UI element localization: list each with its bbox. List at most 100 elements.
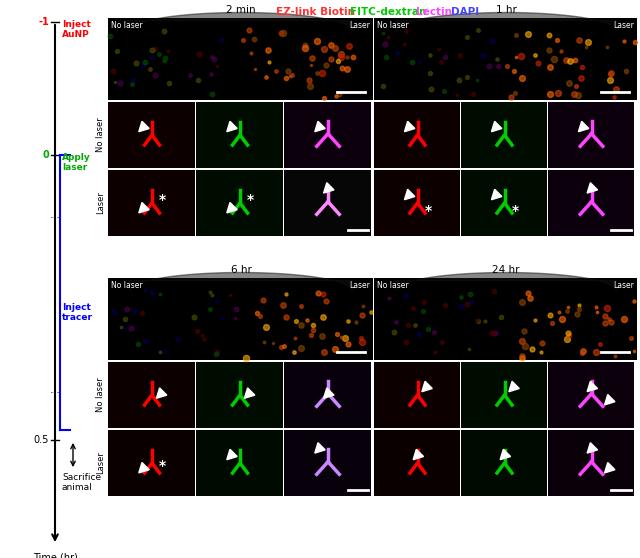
Point [357,311,367,320]
Polygon shape [605,463,615,473]
Point [229,314,239,323]
Point [465,290,475,299]
Point [604,70,614,79]
Point [472,26,483,35]
Point [511,31,521,40]
Point [440,300,450,309]
Point [161,54,171,63]
Point [159,27,169,36]
Point [502,61,513,70]
Bar [374,430,460,496]
Point [163,46,173,55]
Point [366,307,376,316]
Point [150,70,160,79]
Point [300,44,310,52]
Point [217,314,227,323]
Bar [461,430,547,496]
Point [147,46,157,55]
Point [413,329,424,338]
Point [205,305,215,314]
Bar [108,362,195,428]
Text: FITC-dextran: FITC-dextran [351,7,431,17]
Point [610,351,620,360]
Point [287,70,298,79]
Bar [548,102,634,168]
Point [138,61,148,70]
Point [332,329,342,338]
Point [237,36,248,45]
Point [120,314,131,323]
Point [321,296,331,305]
Point [423,325,433,334]
Point [185,70,195,79]
Bar [461,362,547,428]
Point [263,45,273,54]
Point [530,315,540,324]
Point [138,309,148,318]
Point [356,333,366,342]
Point [280,290,291,299]
Point [428,328,438,337]
Bar [284,170,371,236]
Point [517,73,527,82]
Point [455,51,465,60]
Bar [108,102,195,168]
Point [319,45,329,54]
Point [410,320,420,329]
Point [193,76,203,85]
Bar [196,102,283,168]
Point [271,67,281,76]
Point [490,328,500,337]
Point [278,28,288,37]
Point [250,64,260,73]
Point [333,56,343,65]
Point [312,37,323,46]
Point [246,49,257,57]
Polygon shape [509,381,519,392]
Point [344,42,354,51]
Point [577,349,587,358]
Bar [284,362,371,428]
Point [426,85,436,94]
Point [241,353,252,362]
Point [487,328,497,337]
Point [573,35,584,44]
Point [290,333,300,342]
Point [225,290,236,299]
Point [296,344,306,353]
Point [424,51,435,60]
Point [105,32,115,41]
Point [326,55,337,64]
Text: EZ-link Biotin: EZ-link Biotin [275,7,358,17]
Polygon shape [139,121,149,132]
Bar [108,170,195,236]
Point [173,335,183,344]
Point [525,294,535,302]
Point [159,346,169,355]
Polygon shape [324,182,334,193]
Point [621,66,631,75]
Point [358,302,368,311]
Point [115,79,125,88]
Point [283,66,293,75]
Point [573,301,584,310]
Point [212,62,223,71]
Point [378,28,388,37]
Bar [196,430,283,496]
Point [126,323,136,332]
Point [571,81,581,90]
Point [192,326,202,335]
Point [291,317,301,326]
Point [189,312,200,321]
Bar [461,102,547,168]
Point [517,297,527,306]
Text: *: * [159,193,166,206]
Point [399,39,409,48]
Point [300,41,310,50]
Point [600,319,610,328]
Point [552,36,563,45]
Point [147,288,157,297]
Point [337,64,347,73]
Point [492,54,502,63]
Point [563,329,573,338]
